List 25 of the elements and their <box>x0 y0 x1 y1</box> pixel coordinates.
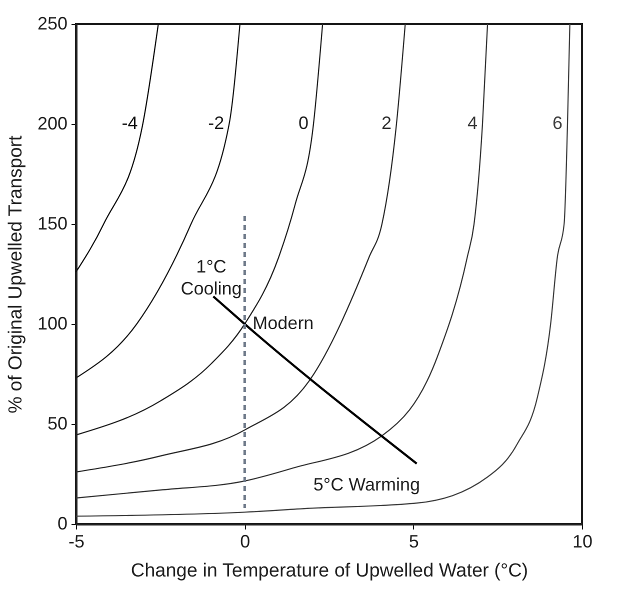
annotation: 5°C Warming <box>313 474 420 495</box>
x-tick-label: -5 <box>68 532 85 552</box>
x-tick-label: 0 <box>240 532 250 552</box>
y-tick-label: 0 <box>57 514 68 534</box>
series-label: -2 <box>208 113 224 133</box>
y-axis-title: % of Original Upwelled Transport <box>5 134 26 414</box>
line-series <box>75 23 570 517</box>
y-tick-label: 100 <box>37 314 68 334</box>
y-tick-label: 150 <box>37 214 68 234</box>
series-label: 6 <box>552 113 562 133</box>
annotation: Modern <box>252 313 314 333</box>
y-tick-label: 250 <box>37 14 68 34</box>
series-label: 0 <box>298 113 308 133</box>
series-label: -4 <box>122 113 138 133</box>
x-tick-label: 10 <box>572 532 593 552</box>
series-label: 4 <box>467 113 478 133</box>
line-series <box>75 23 406 473</box>
x-axis-title: Change in Temperature of Upwelled Water (°C) <box>130 560 528 582</box>
series-label: 2 <box>381 113 392 133</box>
annotation: 1°C Cooling <box>180 256 242 298</box>
x-tick-label: 5 <box>408 532 419 552</box>
line-series <box>75 23 488 499</box>
y-tick-label: 200 <box>37 114 68 134</box>
line-series <box>75 23 159 273</box>
y-tick-label: 50 <box>47 414 68 434</box>
